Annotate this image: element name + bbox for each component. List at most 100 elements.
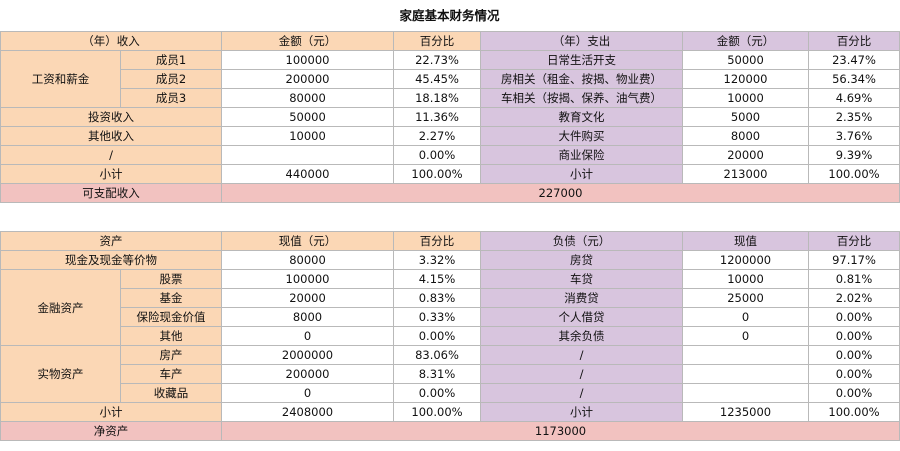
financial-item-name[interactable]: 保险现金价值 — [120, 307, 222, 327]
liability-name[interactable]: 车贷 — [480, 269, 683, 289]
income-pct-header[interactable]: 百分比 — [393, 31, 481, 51]
financial-item-value[interactable]: 20000 — [221, 288, 394, 308]
other-income-amount[interactable]: 50000 — [221, 107, 394, 127]
financial-group-label[interactable]: 金融资产 — [0, 269, 121, 346]
expense-amount-header[interactable]: 金额（元） — [682, 31, 809, 51]
expense-name[interactable]: 教育文化 — [480, 107, 683, 127]
physical-item-name[interactable]: 房产 — [120, 345, 222, 365]
physical-item-value[interactable]: 2000000 — [221, 345, 394, 365]
expense-amount[interactable]: 50000 — [682, 50, 809, 70]
physical-item-name[interactable]: 收藏品 — [120, 383, 222, 403]
liability-pct[interactable]: 0.00% — [808, 383, 900, 403]
other-income-name[interactable]: 其他收入 — [0, 126, 222, 146]
asset-pct-header[interactable]: 百分比 — [393, 231, 481, 251]
disposable-income-label[interactable]: 可支配收入 — [0, 183, 222, 203]
asset-subtotal-value[interactable]: 2408000 — [221, 402, 394, 422]
liability-value-header[interactable]: 现值 — [682, 231, 809, 251]
liability-value[interactable] — [682, 383, 809, 403]
net-worth-label[interactable]: 净资产 — [0, 421, 222, 441]
financial-item-pct[interactable]: 0.83% — [393, 288, 481, 308]
physical-item-name[interactable]: 车产 — [120, 364, 222, 384]
other-income-name[interactable]: / — [0, 145, 222, 165]
other-income-pct[interactable]: 11.36% — [393, 107, 481, 127]
liability-name[interactable]: 房贷 — [480, 250, 683, 270]
expense-subtotal-pct[interactable]: 100.00% — [808, 164, 900, 184]
expense-pct-header[interactable]: 百分比 — [808, 31, 900, 51]
liability-name[interactable]: / — [480, 364, 683, 384]
liability-pct[interactable]: 0.00% — [808, 364, 900, 384]
expense-name[interactable]: 日常生活开支 — [480, 50, 683, 70]
physical-item-pct[interactable]: 0.00% — [393, 383, 481, 403]
salary-group-label[interactable]: 工资和薪金 — [0, 50, 121, 108]
expense-pct[interactable]: 9.39% — [808, 145, 900, 165]
financial-item-name[interactable]: 股票 — [120, 269, 222, 289]
other-income-amount[interactable] — [221, 145, 394, 165]
expense-pct[interactable]: 56.34% — [808, 69, 900, 89]
financial-item-pct[interactable]: 0.33% — [393, 307, 481, 327]
expense-pct[interactable]: 2.35% — [808, 107, 900, 127]
expense-subtotal-label[interactable]: 小计 — [480, 164, 683, 184]
financial-item-name[interactable]: 基金 — [120, 288, 222, 308]
liability-value[interactable]: 25000 — [682, 288, 809, 308]
physical-item-value[interactable]: 0 — [221, 383, 394, 403]
expense-pct[interactable]: 3.76% — [808, 126, 900, 146]
income-header[interactable]: （年）收入 — [0, 31, 222, 51]
liability-value[interactable] — [682, 345, 809, 365]
liability-value[interactable] — [682, 364, 809, 384]
expense-name[interactable]: 大件购买 — [480, 126, 683, 146]
liability-pct[interactable]: 2.02% — [808, 288, 900, 308]
expense-subtotal-amount[interactable]: 213000 — [682, 164, 809, 184]
asset-header[interactable]: 资产 — [0, 231, 222, 251]
member-pct[interactable]: 18.18% — [393, 88, 481, 108]
liability-header[interactable]: 负债（元） — [480, 231, 683, 251]
financial-item-pct[interactable]: 4.15% — [393, 269, 481, 289]
liability-subtotal-pct[interactable]: 100.00% — [808, 402, 900, 422]
cash-label[interactable]: 现金及现金等价物 — [0, 250, 222, 270]
expense-pct[interactable]: 23.47% — [808, 50, 900, 70]
liability-value[interactable]: 0 — [682, 307, 809, 327]
cash-value[interactable]: 80000 — [221, 250, 394, 270]
expense-amount[interactable]: 5000 — [682, 107, 809, 127]
physical-item-pct[interactable]: 8.31% — [393, 364, 481, 384]
income-amount-header[interactable]: 金额（元） — [221, 31, 394, 51]
cash-pct[interactable]: 3.32% — [393, 250, 481, 270]
financial-item-value[interactable]: 8000 — [221, 307, 394, 327]
liability-pct[interactable]: 0.00% — [808, 326, 900, 346]
member-name[interactable]: 成员1 — [120, 50, 222, 70]
asset-subtotal-pct[interactable]: 100.00% — [393, 402, 481, 422]
financial-item-pct[interactable]: 0.00% — [393, 326, 481, 346]
other-income-pct[interactable]: 2.27% — [393, 126, 481, 146]
income-subtotal-amount[interactable]: 440000 — [221, 164, 394, 184]
physical-item-pct[interactable]: 83.06% — [393, 345, 481, 365]
expense-amount[interactable]: 120000 — [682, 69, 809, 89]
expense-amount[interactable]: 10000 — [682, 88, 809, 108]
income-subtotal-label[interactable]: 小计 — [0, 164, 222, 184]
expense-name[interactable]: 商业保险 — [480, 145, 683, 165]
liability-pct[interactable]: 97.17% — [808, 250, 900, 270]
liability-subtotal-value[interactable]: 1235000 — [682, 402, 809, 422]
member-amount[interactable]: 80000 — [221, 88, 394, 108]
liability-name[interactable]: 消费贷 — [480, 288, 683, 308]
member-name[interactable]: 成员2 — [120, 69, 222, 89]
member-pct[interactable]: 22.73% — [393, 50, 481, 70]
liability-name[interactable]: 其余负债 — [480, 326, 683, 346]
financial-item-name[interactable]: 其他 — [120, 326, 222, 346]
financial-item-value[interactable]: 100000 — [221, 269, 394, 289]
physical-group-label[interactable]: 实物资产 — [0, 345, 121, 403]
net-worth-value[interactable]: 1173000 — [221, 421, 900, 441]
member-amount[interactable]: 100000 — [221, 50, 394, 70]
liability-name[interactable]: 个人借贷 — [480, 307, 683, 327]
member-name[interactable]: 成员3 — [120, 88, 222, 108]
disposable-income-value[interactable]: 227000 — [221, 183, 900, 203]
financial-item-value[interactable]: 0 — [221, 326, 394, 346]
asset-value-header[interactable]: 现值（元） — [221, 231, 394, 251]
physical-item-value[interactable]: 200000 — [221, 364, 394, 384]
liability-value[interactable]: 1200000 — [682, 250, 809, 270]
liability-name[interactable]: / — [480, 383, 683, 403]
liability-pct[interactable]: 0.00% — [808, 345, 900, 365]
member-amount[interactable]: 200000 — [221, 69, 394, 89]
expense-name[interactable]: 房相关（租金、按揭、物业费） — [480, 69, 683, 89]
expense-amount[interactable]: 8000 — [682, 126, 809, 146]
other-income-name[interactable]: 投资收入 — [0, 107, 222, 127]
liability-pct[interactable]: 0.00% — [808, 307, 900, 327]
